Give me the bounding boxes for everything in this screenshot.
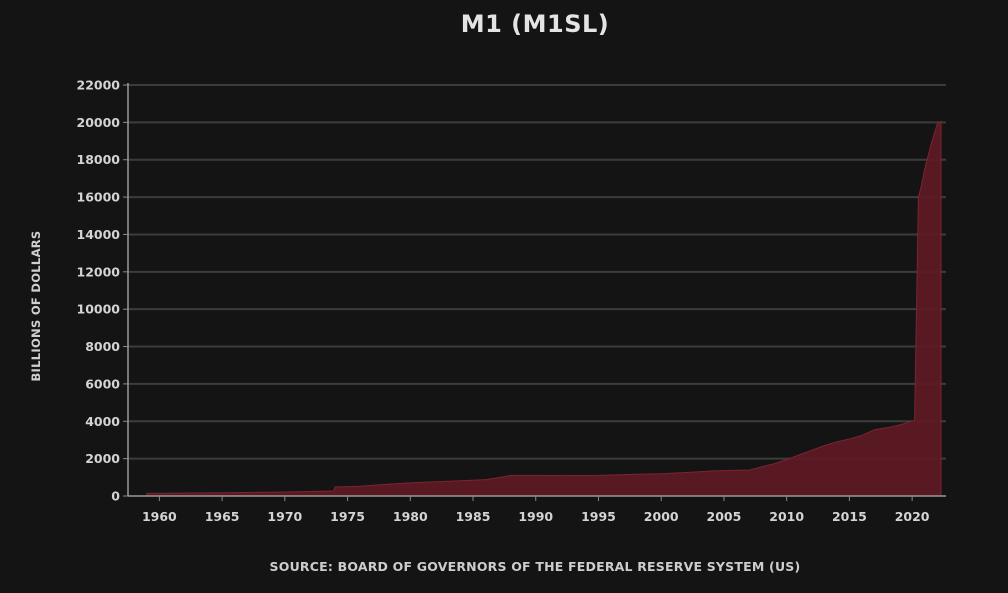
x-tick-label-2010: 2010 — [769, 509, 804, 524]
series-area-m1 — [146, 120, 942, 497]
x-tick-label-2000: 2000 — [644, 509, 679, 524]
y-tick-label-12000: 12000 — [77, 264, 121, 279]
y-tick-label-6000: 6000 — [85, 376, 120, 391]
x-tick-label-1995: 1995 — [581, 509, 616, 524]
grid-lines — [128, 84, 946, 460]
x-tick-label-2005: 2005 — [707, 509, 742, 524]
x-tick-labels: 1960 1965 1970 1975 1980 1985 1990 1995 2000 2005… — [142, 509, 930, 524]
x-tick-label-1980: 1980 — [393, 509, 428, 524]
y-tick-label-20000: 20000 — [77, 115, 121, 130]
x-tick-label-1990: 1990 — [518, 509, 553, 524]
series-area-group — [146, 120, 942, 497]
chart-title: M1 (M1SL) — [460, 10, 610, 38]
axes — [123, 83, 946, 501]
x-tick-label-2020: 2020 — [895, 509, 930, 524]
y-tick-label-8000: 8000 — [85, 339, 120, 354]
x-tick-label-2015: 2015 — [832, 509, 867, 524]
y-tick-labels: 0 2000 4000 6000 8000 10000 12000 14000 16000 180… — [77, 78, 121, 504]
y-tick-label-0: 0 — [111, 489, 120, 504]
source-note: SOURCE: BOARD OF GOVERNORS OF THE FEDERA… — [269, 559, 801, 574]
y-tick-label-10000: 10000 — [77, 302, 121, 317]
x-tick-label-1975: 1975 — [330, 509, 365, 524]
y-tick-label-14000: 14000 — [77, 227, 121, 242]
y-tick-label-2000: 2000 — [85, 451, 120, 466]
y-tick-label-16000: 16000 — [77, 190, 121, 205]
x-tick-label-1965: 1965 — [205, 509, 240, 524]
y-tick-label-22000: 22000 — [77, 78, 121, 93]
x-tick-label-1960: 1960 — [142, 509, 177, 524]
y-tick-label-18000: 18000 — [77, 152, 121, 167]
y-tick-label-4000: 4000 — [85, 414, 120, 429]
x-tick-label-1970: 1970 — [267, 509, 302, 524]
x-tick-label-1985: 1985 — [456, 509, 491, 524]
